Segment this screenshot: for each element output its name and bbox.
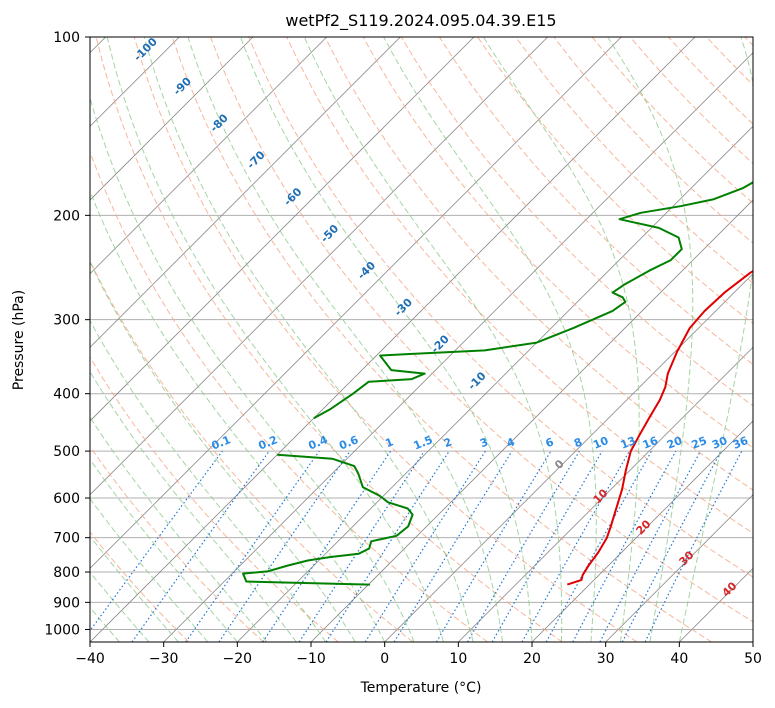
mixing-ratio-line [131,450,270,642]
plot-frame [89,36,754,643]
moist-adiabat [678,37,753,642]
isotherm-line [605,494,753,642]
moist-adiabat [187,37,503,642]
dry-adiabat [515,37,753,284]
dry-adiabat [90,531,190,642]
moist-adiabat [607,37,694,642]
x-tick-label: 10 [449,651,467,667]
moist-adiabat [90,458,238,642]
moist-adiabat [90,370,297,642]
mixing-ratio-line [185,450,320,642]
mixing-ratio-line [298,450,425,642]
dewpoint-profile-line [242,453,414,586]
isotherm-line [531,420,753,642]
x-tick-label: 40 [670,651,688,667]
mixing-ratio-line [572,450,677,642]
moist-adiabat [239,37,533,642]
dry-adiabat [438,37,753,366]
x-tick-label: 50 [744,651,762,667]
mixing-ratio-label: 36 [731,434,750,452]
y-tick-label: 500 [53,444,80,460]
mixing-ratio-label: 1 [383,435,395,450]
mixing-ratio-label: 2 [442,435,454,450]
isotherm-line [384,273,753,642]
mixing-ratio-label: 3 [478,435,490,450]
y-tick-label: 600 [53,491,80,507]
moist-adiabat [90,416,268,642]
dry-adiabat [210,37,753,623]
dry-adiabat [95,37,563,642]
moist-adiabat [303,37,563,642]
y-tick-label: 300 [53,313,80,329]
dry-adiabat [286,37,753,534]
dry-adiabat [90,356,339,642]
moist-adiabat [143,37,474,642]
mixing-ratio-label: 8 [572,435,584,450]
dry-adiabat [133,37,638,642]
mixing-ratio-line [393,450,513,642]
x-tick-label: −30 [149,651,179,667]
isotherm-line [90,37,696,642]
dry-adiabat [90,259,414,642]
x-tick-label: −10 [296,651,326,667]
moist-adiabat [90,260,356,642]
mixing-ratio-label: 30 [710,434,729,452]
mixing-ratio-line [262,450,392,642]
y-tick-label: 1000 [44,622,80,638]
mixing-ratio-line [521,450,631,642]
temperature-profile-line [566,269,753,586]
isotherm-line [90,37,254,201]
mixing-ratio-line [545,450,653,642]
y-tick-label: 100 [53,30,80,46]
x-tick-label: 0 [380,651,389,667]
y-tick-label: 400 [53,387,80,403]
x-tick-label: 20 [523,651,541,667]
mixing-ratio-line [90,450,223,632]
mixing-ratio-line [325,450,450,642]
x-tick-label: −40 [75,651,105,667]
moist-adiabat [482,37,640,642]
moist-adiabat [90,189,386,642]
dry-adiabat [400,37,753,407]
isotherm-line [90,37,401,348]
mixing-ratio-label: 13 [619,434,638,452]
x-tick-label: −20 [223,651,253,667]
isotherm-line [90,37,548,496]
y-tick-label: 700 [53,531,80,547]
chart-title: wetPf2_S119.2024.095.04.39.E15 [285,11,556,31]
y-tick-label: 200 [53,208,80,224]
y-tick-label: 800 [53,565,80,581]
dry-adiabat [90,150,488,642]
dry-adiabat [90,445,264,642]
dry-adiabat [171,37,712,642]
mixing-ratio-line [218,450,351,642]
mixing-ratio-label: 16 [641,434,660,452]
isotherm-line [163,52,753,642]
mixing-ratio-label: 25 [690,434,709,452]
mixing-ratio-label: 10 [591,434,610,452]
mixing-ratio-label: 20 [665,434,684,452]
moist-adiabat [90,535,179,642]
isotherm-line [90,37,475,422]
x-tick-label: 30 [597,651,615,667]
isotherm-line [237,125,753,642]
moist-adiabat [90,96,415,642]
y-axis-title: Pressure (hPa) [11,290,27,390]
y-tick-label: 900 [53,595,80,611]
isotherm-line [90,37,622,569]
isotherm-line [90,37,327,275]
mixing-ratio-line [644,450,743,642]
moist-adiabat [90,497,209,642]
x-axis-title: Temperature (°C) [360,680,482,696]
moist-adiabat [383,37,597,642]
dewpoint-profile-line [313,181,753,420]
